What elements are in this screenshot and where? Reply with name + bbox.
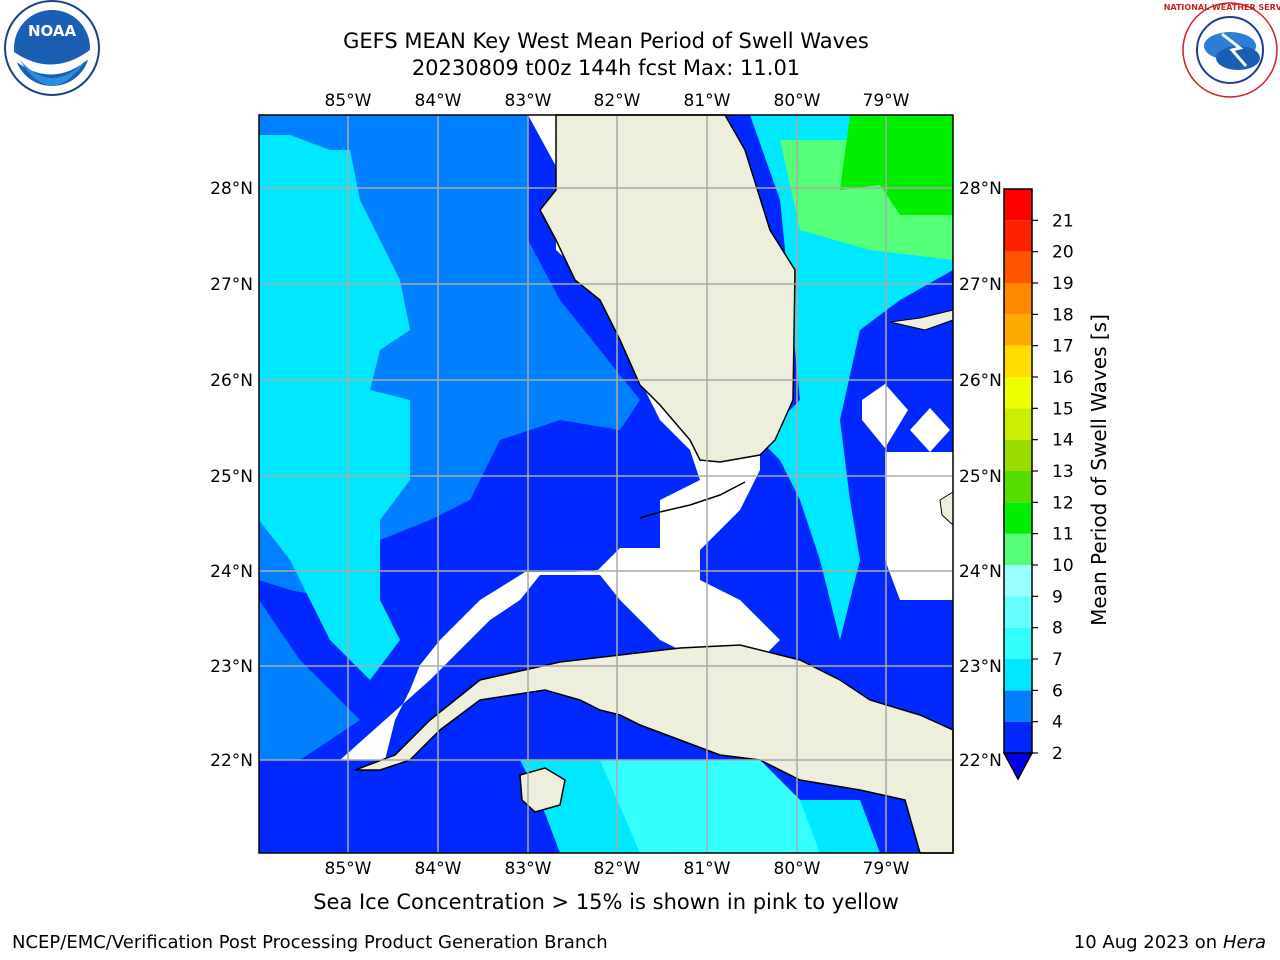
colorbar-tick-label: 6	[1052, 681, 1063, 701]
lat-label-left: 23°N	[210, 657, 253, 677]
lat-label-right: 26°N	[959, 371, 1002, 391]
land-cuba	[354, 644, 954, 854]
florida-keys	[639, 481, 746, 519]
colorbar-segment	[1004, 502, 1032, 534]
colorbar-segment	[1004, 659, 1032, 691]
colorbar-segment	[1004, 596, 1032, 628]
sea-ice-note: Sea Ice Concentration > 15% is shown in …	[313, 890, 899, 914]
lat-label-right: 25°N	[959, 467, 1002, 487]
lat-label-right: 24°N	[959, 562, 1002, 582]
lat-label-right: 22°N	[959, 751, 1002, 771]
colorbar-segment	[1004, 314, 1032, 346]
lat-label-left: 26°N	[210, 371, 253, 391]
footer-date: 10 Aug 2023 on Hera	[1074, 932, 1266, 953]
chart-subtitle: 20230809 t00z 144h fcst Max: 11.01	[411, 56, 801, 80]
lon-label-top: 80°W	[774, 91, 821, 111]
lon-label-bottom: 83°W	[505, 859, 552, 879]
lat-label-right: 27°N	[959, 275, 1002, 295]
colorbar-tick-label: 21	[1052, 211, 1074, 231]
colorbar-segment	[1004, 721, 1032, 753]
lon-label-top: 79°W	[863, 91, 910, 111]
colorbar-segment	[1004, 377, 1032, 409]
colorbar-segment	[1004, 220, 1032, 252]
colorbar-segment	[1004, 408, 1032, 440]
colorbar-tick-label: 18	[1052, 305, 1074, 325]
land-florida	[539, 114, 796, 463]
lon-label-bottom: 82°W	[594, 859, 641, 879]
missing-data-east	[885, 452, 953, 600]
lon-labels-top: 85°W 84°W 83°W 82°W 81°W 80°W 79°W	[325, 91, 910, 111]
colorbar-tick-label: 12	[1052, 493, 1074, 513]
colorbar-segment	[1004, 283, 1032, 315]
lon-label-bottom: 81°W	[684, 859, 731, 879]
chart-title: GEFS MEAN Key West Mean Period of Swell …	[343, 29, 869, 53]
colorbar-tick-label: 10	[1052, 556, 1074, 576]
colorbar-tick-label: 4	[1052, 713, 1063, 733]
lon-label-bottom: 79°W	[863, 859, 910, 879]
colorbar-tick-label: 16	[1052, 368, 1074, 388]
lon-label-bottom: 80°W	[774, 859, 821, 879]
colorbar-label: Mean Period of Swell Waves [s]	[1087, 314, 1111, 626]
swell-band-south-light	[600, 760, 820, 853]
lon-label-bottom: 85°W	[325, 859, 372, 879]
colorbar-tick-label: 19	[1052, 274, 1074, 294]
colorbar-segment	[1004, 533, 1032, 565]
lon-label-top: 82°W	[594, 91, 641, 111]
colorbar-segment	[1004, 690, 1032, 722]
colorbar-tick-label: 9	[1052, 587, 1063, 607]
lon-label-top: 81°W	[684, 91, 731, 111]
lat-label-right: 23°N	[959, 657, 1002, 677]
colorbar-tick-label: 13	[1052, 462, 1074, 482]
colorbar-tick-label: 15	[1052, 399, 1074, 419]
colorbar-tick-label: 17	[1052, 337, 1074, 357]
colorbar-tick-label: 2	[1052, 744, 1063, 764]
swell-band-4-6-south	[259, 600, 360, 760]
footer-credit: NCEP/EMC/Verification Post Processing Pr…	[12, 932, 608, 953]
map-panel: 85°W 84°W 83°W 82°W 81°W 80°W 79°W 85°W 84°W 83°…	[210, 91, 1002, 879]
colorbar-tick-label: 7	[1052, 650, 1063, 670]
noaa-logo-text: NOAA	[28, 22, 77, 40]
lon-label-top: 83°W	[505, 91, 552, 111]
colorbar-tick-label: 14	[1052, 431, 1074, 451]
missing-data-area	[250, 115, 780, 760]
swell-band-6-7	[259, 135, 410, 680]
noaa-logo: NOAA	[4, 0, 100, 96]
colorbar-segment	[1004, 565, 1032, 597]
colorbar-tick-label: 20	[1052, 243, 1074, 263]
footer-date-text: 10 Aug 2023 on	[1073, 932, 1218, 953]
colorbar-tick-label: 11	[1052, 525, 1074, 545]
colorbar-extend-arrow	[1002, 752, 1034, 781]
lat-labels-left: 28°N 27°N 26°N 25°N 24°N 23°N 22°N	[210, 179, 253, 771]
colorbar: Mean Period of Swell Waves [s] 2 4 6 7 8 9 10 1…	[1002, 188, 1111, 781]
lon-label-top: 85°W	[325, 91, 372, 111]
lat-label-left: 27°N	[210, 275, 253, 295]
nws-logo: NATIONAL WEATHER SERVICE	[1164, 2, 1280, 98]
missing-data-patch	[862, 384, 908, 448]
footer-machine: Hera	[1222, 932, 1266, 953]
nws-logo-text: NATIONAL WEATHER SERVICE	[1164, 3, 1280, 12]
lat-labels-right: 28°N 27°N 26°N 25°N 24°N 23°N 22°N	[959, 179, 1002, 771]
lon-label-top: 84°W	[415, 91, 462, 111]
colorbar-segment	[1004, 251, 1032, 283]
land-isla-juventud	[519, 767, 566, 813]
colorbar-segment	[1004, 439, 1032, 471]
colorbar-segment	[1004, 471, 1032, 503]
lat-label-left: 28°N	[210, 179, 253, 199]
map-gridlines	[259, 115, 953, 853]
lat-label-left: 25°N	[210, 467, 253, 487]
colorbar-tick-label: 8	[1052, 619, 1063, 639]
lon-labels-bottom: 85°W 84°W 83°W 82°W 81°W 80°W 79°W	[325, 859, 910, 879]
lat-label-left: 24°N	[210, 562, 253, 582]
colorbar-segment	[1004, 189, 1032, 221]
colorbar-segment	[1004, 345, 1032, 377]
lat-label-right: 28°N	[959, 179, 1002, 199]
colorbar-segment	[1004, 627, 1032, 659]
lon-label-bottom: 84°W	[415, 859, 462, 879]
missing-data-patch-2	[910, 408, 950, 452]
lat-label-left: 22°N	[210, 751, 253, 771]
map-frame	[258, 114, 954, 854]
swell-band-10-11	[840, 115, 953, 215]
